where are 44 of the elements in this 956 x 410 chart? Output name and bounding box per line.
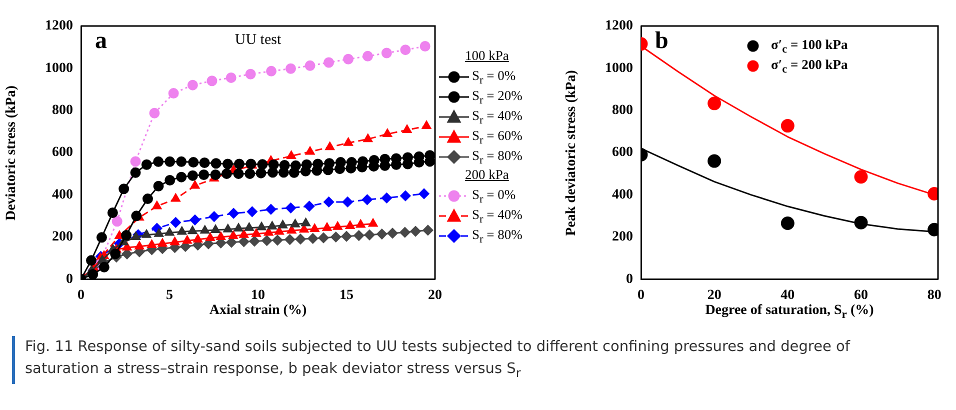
annotation: UU test [234,32,282,49]
y-tick-label: 0 [66,272,73,287]
y-tick-label: 1000 [45,60,73,76]
legend-label: S$_{r}$ = 0% [472,68,516,86]
legend-label: S$_{r}$ = 80% [472,148,522,166]
x-tick-label: 60 [854,288,868,304]
y-tick-label: 1200 [605,18,633,34]
legend-label: S$_{r}$ = 40% [472,108,522,126]
x-tick-label: 40 [780,288,795,304]
y-axis-title: Deviatoric stress (kPa) [4,85,20,220]
legend-label: S$_{r}$ = 60% [472,128,522,146]
annotation: b [655,28,668,55]
y-tick-label: 800 [612,103,633,118]
legend-label: σ′$_{c}$ = 100 kPa [771,36,848,56]
y-tick-label: 800 [52,103,73,118]
x-tick-label: 0 [78,288,84,304]
text: 200 kPa [464,167,510,184]
text: 100 kPa [464,48,510,65]
x-axis-title: Degree of saturation, S$_{r}$ (%) [705,303,874,321]
y-tick-label: 600 [52,145,73,160]
x-tick-label: 20 [707,288,722,304]
legend-label: S$_{r}$ = 80% [472,226,522,246]
legend-label: σ′$_{c}$ = 200 kPa [771,56,848,76]
x-tick-label: 10 [251,288,265,304]
x-tick-label: 20 [428,288,442,304]
legend-label: S$_{r}$ = 0% [472,186,516,206]
caption: Fig. 11 Response of silty-sand soils subjected to UU tests subjected to different confining pressures and degree of saturation a stress–strain response, b peak deviator stress versus S$_{r}$ [12,336,925,384]
x-tick-label: 5 [166,288,173,304]
legend-label: S$_{r}$ = 40% [472,206,522,226]
y-tick-label: 200 [52,230,73,245]
y-tick-label: 400 [612,187,633,202]
y-axis-title: Peak deviatoric stress (kPa) [564,70,580,236]
y-tick-label: 1000 [605,60,633,76]
x-tick-label: 15 [340,288,354,304]
x-tick-label: 80 [927,288,942,304]
x-tick-label: 0 [638,288,644,304]
legend-label: S$_{r}$ = 20% [472,88,522,106]
annotation: a [95,28,107,55]
x-axis-title: Axial strain (%) [209,303,307,320]
y-tick-label: 1200 [45,18,73,34]
y-tick-label: 600 [612,145,633,160]
y-tick-label: 400 [52,187,73,202]
y-tick-label: 0 [626,272,633,287]
y-tick-label: 200 [612,230,633,245]
